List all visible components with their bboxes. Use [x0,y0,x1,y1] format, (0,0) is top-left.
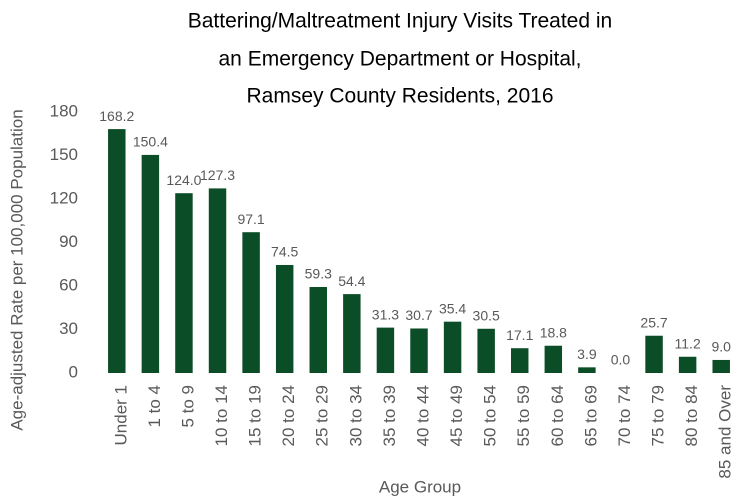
x-axis-title: Age Group [379,477,461,496]
x-tick-label: 15 to 19 [246,385,265,446]
x-tick-label: 75 to 79 [649,385,668,446]
data-label: 54.4 [338,273,365,289]
y-tick-label: 60 [59,275,78,294]
data-label: 0.0 [611,352,631,368]
bar [175,193,193,373]
data-label: 74.5 [271,244,298,260]
x-tick-label: Under 1 [111,385,130,445]
x-tick-label: 50 to 54 [481,385,500,446]
bar [443,321,462,373]
chart-title: Battering/Maltreatment Injury Visits Tre… [188,10,612,33]
x-tick-label: 10 to 14 [212,385,231,446]
bar [141,154,160,373]
data-label: 9.0 [711,339,731,355]
y-tick-label: 30 [59,319,78,338]
bar [511,348,529,373]
x-tick-label: 5 to 9 [178,385,197,428]
data-label: 35.4 [439,300,466,316]
x-tick-label: 70 to 74 [615,385,634,446]
bar [678,356,697,373]
x-tick-label: 1 to 4 [145,385,164,428]
bar [108,129,126,373]
data-label: 31.3 [372,306,399,322]
x-tick-label: 60 to 64 [548,385,567,446]
bar [477,328,495,373]
data-label: 25.7 [640,314,667,330]
bar [309,287,327,373]
x-tick-label: 25 to 29 [313,385,332,446]
data-label: 11.2 [675,335,701,351]
x-tick-label: 30 to 34 [346,385,365,446]
chart-title: an Emergency Department or Hospital, [219,48,582,71]
x-tick-label: 80 to 84 [682,385,701,446]
bar [578,367,596,373]
data-label: 97.1 [237,211,264,227]
bar [242,232,260,373]
y-axis-title: Age-adjusted Rate per 100,000 Population [7,109,26,430]
x-tick-label: 45 to 49 [447,385,466,446]
bar [275,264,294,373]
bar [712,359,730,373]
data-label: 18.8 [540,324,567,340]
data-label: 3.9 [577,346,597,362]
data-label: 59.3 [305,266,332,282]
bar [410,328,428,373]
bar [343,294,361,373]
data-label: 168.2 [99,108,134,124]
x-tick-label: 40 to 44 [413,385,432,446]
data-label: 150.4 [133,134,168,150]
y-tick-label: 150 [50,145,78,164]
data-label: 127.3 [200,167,235,183]
bar [376,327,395,373]
data-label: 124.0 [166,172,201,188]
y-tick-label: 0 [69,362,78,381]
chart-title: Ramsey County Residents, 2016 [247,85,554,108]
bar [645,335,663,373]
data-label: 17.1 [506,327,533,343]
y-tick-label: 120 [50,188,78,207]
bar [544,345,563,373]
bar [208,188,227,373]
x-tick-label: 65 to 69 [581,385,600,446]
x-tick-label: 20 to 24 [279,385,298,446]
data-label: 30.7 [405,307,432,323]
x-tick-label: 55 to 59 [514,385,533,446]
x-tick-label: 35 to 39 [380,385,399,446]
y-tick-label: 180 [50,101,78,120]
data-label: 30.5 [473,307,500,323]
x-tick-label: 85 and Over [716,385,735,479]
y-tick-label: 90 [59,232,78,251]
